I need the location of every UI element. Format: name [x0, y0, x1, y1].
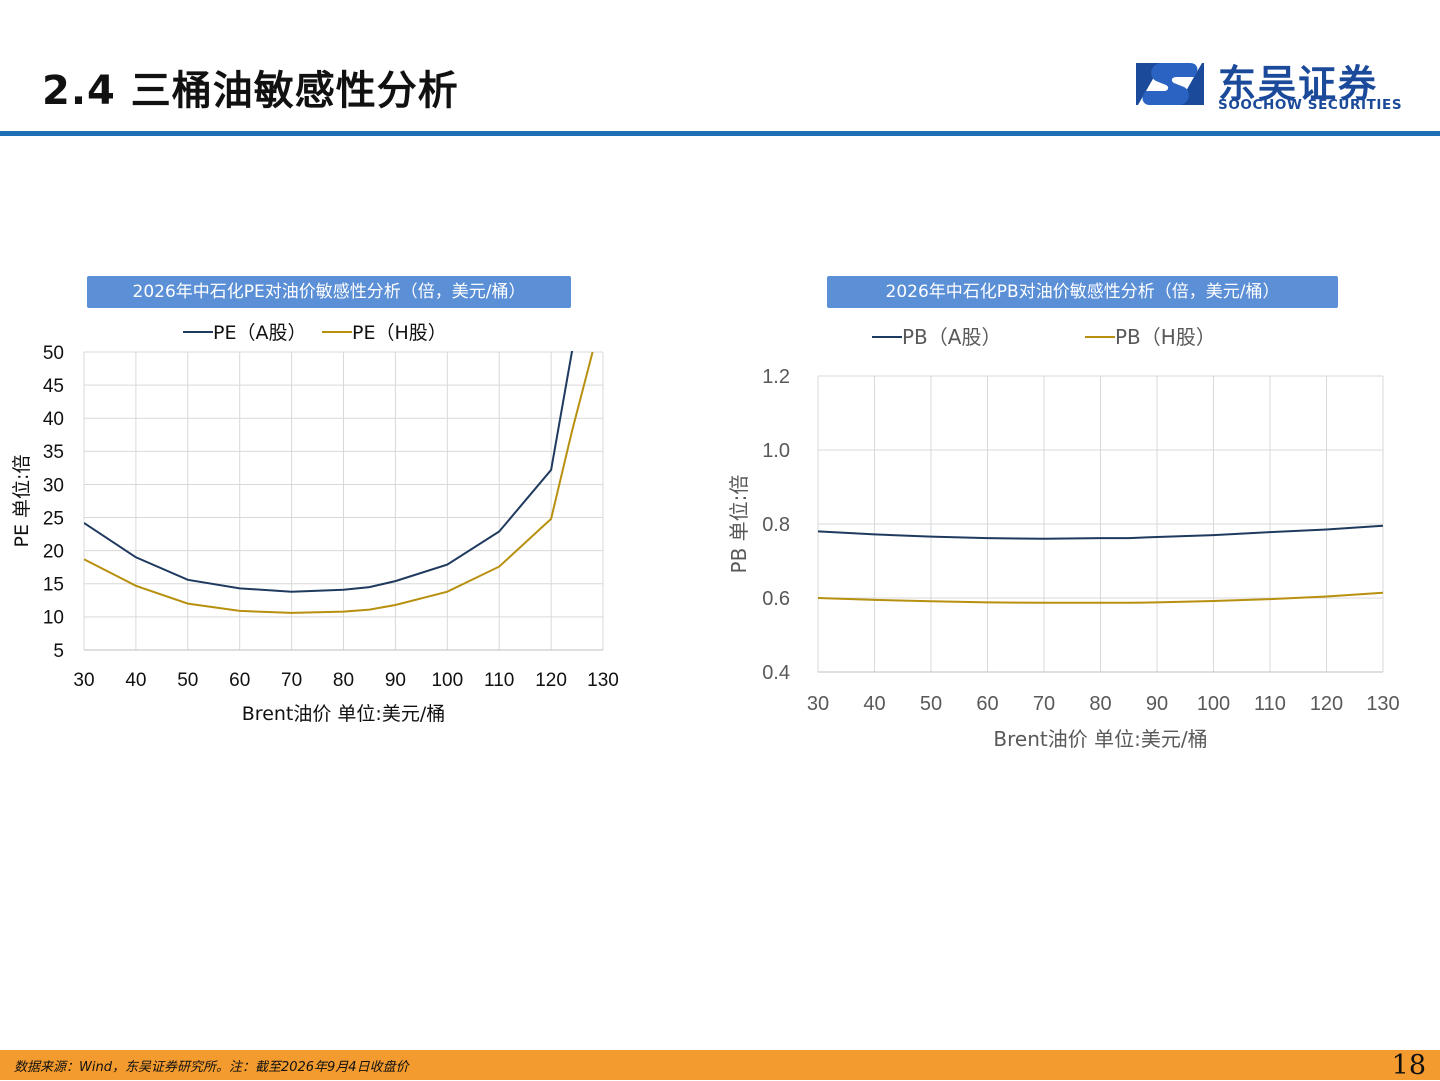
pb-x-tick-label: 40: [863, 693, 885, 715]
pe-x-tick-label: 60: [229, 670, 250, 691]
charts-canvas: 5 10 15 20 25 30 35 40 45 50 30 40 50 60 70 80 90 100 110 1…: [11, 322, 1400, 751]
pb-y-axis-title: PB 单位:倍: [727, 475, 751, 574]
pe-y-tick-label: 30: [43, 475, 64, 496]
pb-x-tick-label: 110: [1254, 693, 1286, 715]
pe-series-line-a: [84, 351, 574, 593]
pe-x-axis-title: Brent油价 单位:美元/桶: [242, 703, 445, 725]
page-title: 2.4 三桶油敏感性分析: [42, 68, 459, 114]
pb-x-tick-label: 130: [1366, 693, 1399, 715]
pe-y-tick-label: 10: [43, 608, 64, 629]
pe-x-tick-label: 50: [177, 670, 198, 691]
header-divider: [0, 131, 1440, 136]
pe-legend-label-h: PE（H股）: [352, 322, 447, 344]
pb-x-tick-label: 50: [920, 693, 942, 715]
pe-series-line-h: [84, 351, 594, 614]
pb-chart-title: 2026年中石化PB对油价敏感性分析（倍，美元/桶）: [827, 276, 1338, 308]
pb-y-tick-label: 0.6: [762, 588, 790, 610]
pb-x-tick-label: 70: [1033, 693, 1055, 715]
pe-x-tick-label: 40: [125, 670, 146, 691]
pe-x-tick-label: 100: [431, 670, 463, 691]
pb-y-tick-label: 0.8: [762, 514, 790, 536]
pe-x-tick-label: 30: [73, 670, 94, 691]
pe-x-tick-label: 80: [333, 670, 354, 691]
pe-y-axis-title: PE 单位:倍: [11, 455, 33, 548]
pe-y-tick-label: 25: [43, 508, 64, 529]
pb-x-tick-label: 100: [1197, 693, 1230, 715]
pb-x-tick-label: 80: [1089, 693, 1111, 715]
logo-english-name: SOOCHOW SECURITIES: [1218, 97, 1403, 113]
pe-x-tick-label: 120: [535, 670, 567, 691]
pe-x-tick-label: 110: [484, 670, 514, 691]
pb-legend-label-h: PB（H股）: [1115, 325, 1216, 349]
pb-x-axis-title: Brent油价 单位:美元/桶: [993, 727, 1207, 751]
pb-y-tick-label: 1.0: [762, 440, 790, 462]
page-number: 18: [1391, 1050, 1426, 1081]
pe-y-tick-label: 45: [43, 376, 64, 397]
pb-series-line-a: [818, 524, 1383, 540]
pb-x-tick-label: 30: [807, 693, 829, 715]
pe-chart-title: 2026年中石化PE对油价敏感性分析（倍，美元/桶）: [87, 276, 571, 308]
pb-x-tick-label: 60: [976, 693, 998, 715]
pe-y-tick-label: 35: [43, 442, 64, 463]
pb-series-line-h: [818, 591, 1383, 604]
pe-legend-label-a: PE（A股）: [213, 322, 306, 344]
company-logo: 东吴证券 SOOCHOW SECURITIES: [1132, 57, 1412, 117]
pb-x-tick-label: 90: [1146, 693, 1168, 715]
pe-y-tick-label: 20: [43, 542, 64, 563]
soochow-logo-icon: [1136, 63, 1204, 105]
logo-chinese-name: 东吴证券: [1218, 62, 1379, 106]
pb-y-tick-label: 0.4: [762, 662, 790, 684]
pb-x-tick-label: 120: [1310, 693, 1343, 715]
footer-bar: 数据来源：Wind，东吴证券研究所。注：截至2026年9月4日收盘价 18: [0, 1050, 1440, 1081]
pb-legend-label-a: PB（A股）: [902, 325, 1001, 349]
data-source-note: 数据来源：Wind，东吴证券研究所。注：截至2026年9月4日收盘价: [14, 1060, 409, 1075]
pe-y-tick-label: 15: [43, 575, 64, 596]
pe-y-tick-label: 5: [53, 641, 64, 662]
pe-x-tick-label: 70: [281, 670, 302, 691]
pe-x-tick-label: 90: [385, 670, 406, 691]
pe-y-tick-label: 50: [43, 343, 64, 364]
pe-x-tick-label: 130: [587, 670, 619, 691]
pb-y-tick-label: 1.2: [762, 366, 790, 388]
pe-y-tick-label: 40: [43, 409, 64, 430]
